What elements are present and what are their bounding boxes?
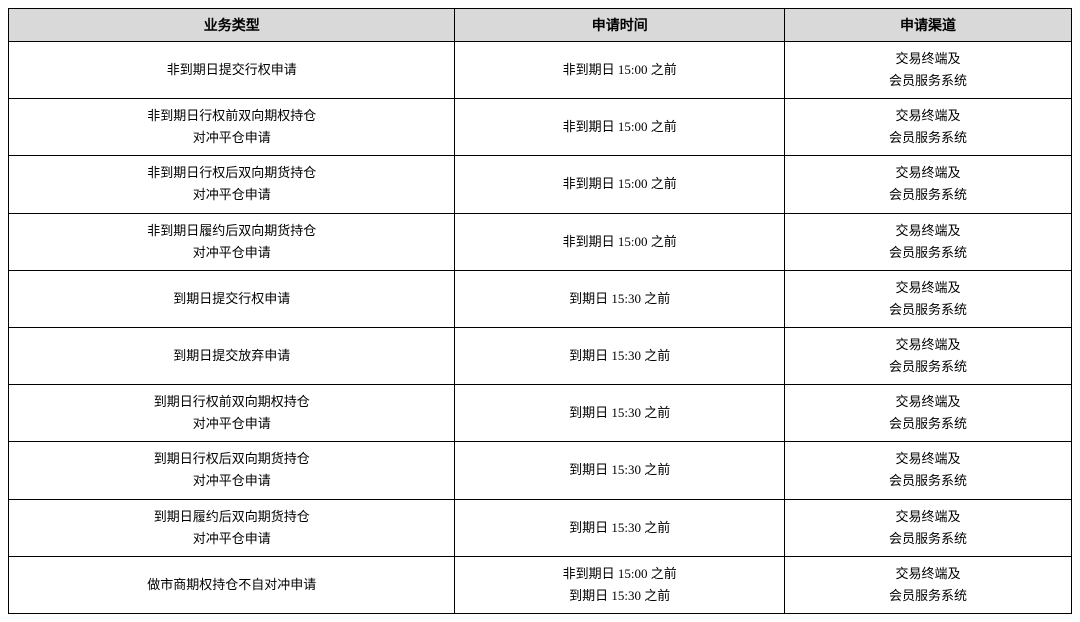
cell-apply-time: 到期日 15:30 之前	[455, 385, 785, 442]
cell-apply-time: 到期日 15:30 之前	[455, 270, 785, 327]
cell-apply-time-line: 到期日 15:30 之前	[569, 520, 670, 535]
table-row: 非到期日提交行权申请 非到期日 15:00 之前 交易终端及会员服务系统	[9, 42, 1072, 99]
cell-apply-channel-line: 会员服务系统	[889, 416, 967, 431]
cell-apply-channel-line: 交易终端及	[895, 337, 960, 352]
cell-business-type-line: 非到期日履约后双向期货持仓	[147, 223, 316, 238]
cell-apply-time-line: 非到期日 15:00 之前	[563, 62, 677, 77]
cell-apply-time-line: 非到期日 15:00 之前	[563, 176, 677, 191]
cell-apply-time-line: 非到期日 15:00 之前	[563, 234, 677, 249]
cell-apply-time-line: 到期日 15:30 之前	[569, 405, 670, 420]
cell-apply-channel: 交易终端及会员服务系统	[784, 385, 1071, 442]
cell-business-type: 到期日行权前双向期权持仓对冲平仓申请	[9, 385, 455, 442]
cell-apply-time-line: 到期日 15:30 之前	[569, 291, 670, 306]
cell-apply-channel: 交易终端及会员服务系统	[784, 499, 1071, 556]
cell-business-type-line: 对冲平仓申请	[193, 531, 271, 546]
cell-apply-time: 到期日 15:30 之前	[455, 442, 785, 499]
cell-apply-channel-line: 交易终端及	[895, 223, 960, 238]
table-row: 做市商期权持仓不自对冲申请非到期日 15:00 之前到期日 15:30 之前交易…	[9, 556, 1072, 613]
cell-apply-channel: 交易终端及会员服务系统	[784, 327, 1071, 384]
cell-apply-channel: 交易终端及会员服务系统	[784, 99, 1071, 156]
cell-business-type: 非到期日提交行权申请	[9, 42, 455, 99]
cell-apply-channel-line: 交易终端及	[895, 51, 960, 66]
cell-apply-time-line: 到期日 15:30 之前	[569, 462, 670, 477]
cell-apply-channel-line: 会员服务系统	[889, 473, 967, 488]
table-row: 非到期日行权前双向期权持仓对冲平仓申请 非到期日 15:00 之前 交易终端及会员服…	[9, 99, 1072, 156]
cell-apply-channel-line: 会员服务系统	[889, 245, 967, 260]
cell-business-type: 到期日履约后双向期货持仓对冲平仓申请	[9, 499, 455, 556]
header-business-type: 业务类型	[9, 9, 455, 42]
cell-apply-time: 非到期日 15:00 之前到期日 15:30 之前	[455, 556, 785, 613]
cell-business-type: 非到期日行权后双向期货持仓对冲平仓申请	[9, 156, 455, 213]
cell-apply-channel: 交易终端及会员服务系统	[784, 442, 1071, 499]
cell-apply-time: 到期日 15:30 之前	[455, 499, 785, 556]
cell-apply-channel-line: 交易终端及	[895, 280, 960, 295]
cell-apply-channel: 交易终端及会员服务系统	[784, 42, 1071, 99]
table-row: 到期日行权前双向期权持仓对冲平仓申请 到期日 15:30 之前 交易终端及会员服务系…	[9, 385, 1072, 442]
cell-apply-channel: 交易终端及会员服务系统	[784, 213, 1071, 270]
cell-apply-channel-line: 会员服务系统	[889, 187, 967, 202]
cell-business-type-line: 到期日提交行权申请	[173, 291, 290, 306]
cell-business-type: 非到期日行权前双向期权持仓对冲平仓申请	[9, 99, 455, 156]
header-apply-channel: 申请渠道	[784, 9, 1071, 42]
cell-apply-channel: 交易终端及会员服务系统	[784, 156, 1071, 213]
cell-apply-channel: 交易终端及会员服务系统	[784, 556, 1071, 613]
cell-business-type-line: 非到期日提交行权申请	[167, 62, 297, 77]
table-row: 非到期日履约后双向期货持仓对冲平仓申请 非到期日 15:00 之前 交易终端及会员服…	[9, 213, 1072, 270]
cell-apply-time-line: 非到期日 15:00 之前	[563, 566, 677, 581]
cell-business-type-line: 到期日行权后双向期货持仓	[154, 451, 310, 466]
table-row: 到期日行权后双向期货持仓对冲平仓申请 到期日 15:30 之前 交易终端及会员服务系…	[9, 442, 1072, 499]
cell-apply-channel-line: 会员服务系统	[889, 531, 967, 546]
cell-business-type: 到期日行权后双向期货持仓对冲平仓申请	[9, 442, 455, 499]
cell-business-type: 非到期日履约后双向期货持仓对冲平仓申请	[9, 213, 455, 270]
cell-apply-time: 非到期日 15:00 之前	[455, 99, 785, 156]
cell-business-type-line: 非到期日行权前双向期权持仓	[147, 108, 316, 123]
cell-apply-channel-line: 交易终端及	[895, 108, 960, 123]
cell-business-type: 到期日提交行权申请	[9, 270, 455, 327]
cell-business-type-line: 做市商期权持仓不自对冲申请	[147, 577, 316, 592]
cell-apply-channel-line: 会员服务系统	[889, 302, 967, 317]
cell-apply-channel-line: 交易终端及	[895, 394, 960, 409]
cell-apply-time-line: 到期日 15:30 之前	[569, 348, 670, 363]
cell-business-type: 到期日提交放弃申请	[9, 327, 455, 384]
header-apply-time: 申请时间	[455, 9, 785, 42]
cell-apply-channel-line: 交易终端及	[895, 509, 960, 524]
cell-business-type-line: 到期日提交放弃申请	[173, 348, 290, 363]
table-row: 到期日提交行权申请 到期日 15:30 之前 交易终端及会员服务系统	[9, 270, 1072, 327]
cell-business-type-line: 对冲平仓申请	[193, 416, 271, 431]
cell-business-type-line: 对冲平仓申请	[193, 473, 271, 488]
cell-apply-channel-line: 会员服务系统	[889, 130, 967, 145]
cell-business-type: 做市商期权持仓不自对冲申请	[9, 556, 455, 613]
cell-apply-channel-line: 交易终端及	[895, 451, 960, 466]
cell-apply-channel-line: 会员服务系统	[889, 588, 967, 603]
cell-business-type-line: 对冲平仓申请	[193, 130, 271, 145]
cell-apply-time: 非到期日 15:00 之前	[455, 213, 785, 270]
cell-business-type-line: 对冲平仓申请	[193, 187, 271, 202]
cell-business-type-line: 到期日行权前双向期权持仓	[154, 394, 310, 409]
cell-apply-time: 到期日 15:30 之前	[455, 327, 785, 384]
table-row: 到期日履约后双向期货持仓对冲平仓申请 到期日 15:30 之前 交易终端及会员服务系…	[9, 499, 1072, 556]
business-application-table: 业务类型 申请时间 申请渠道 非到期日提交行权申请非到期日 15:00 之前交易…	[8, 8, 1072, 614]
table-header-row: 业务类型 申请时间 申请渠道	[9, 9, 1072, 42]
cell-apply-channel-line: 交易终端及	[895, 165, 960, 180]
cell-apply-time-line: 到期日 15:30 之前	[569, 588, 670, 603]
cell-apply-time-line: 非到期日 15:00 之前	[563, 119, 677, 134]
cell-apply-time: 非到期日 15:00 之前	[455, 42, 785, 99]
cell-apply-channel: 交易终端及会员服务系统	[784, 270, 1071, 327]
table-row: 非到期日行权后双向期货持仓对冲平仓申请 非到期日 15:00 之前 交易终端及会员服…	[9, 156, 1072, 213]
cell-apply-channel-line: 会员服务系统	[889, 73, 967, 88]
cell-apply-channel-line: 交易终端及	[895, 566, 960, 581]
cell-apply-time: 非到期日 15:00 之前	[455, 156, 785, 213]
table-body: 非到期日提交行权申请非到期日 15:00 之前交易终端及会员服务系统非到期日行权…	[9, 42, 1072, 614]
cell-business-type-line: 非到期日行权后双向期货持仓	[147, 165, 316, 180]
cell-business-type-line: 到期日履约后双向期货持仓	[154, 509, 310, 524]
table-row: 到期日提交放弃申请 到期日 15:30 之前 交易终端及会员服务系统	[9, 327, 1072, 384]
cell-business-type-line: 对冲平仓申请	[193, 245, 271, 260]
cell-apply-channel-line: 会员服务系统	[889, 359, 967, 374]
